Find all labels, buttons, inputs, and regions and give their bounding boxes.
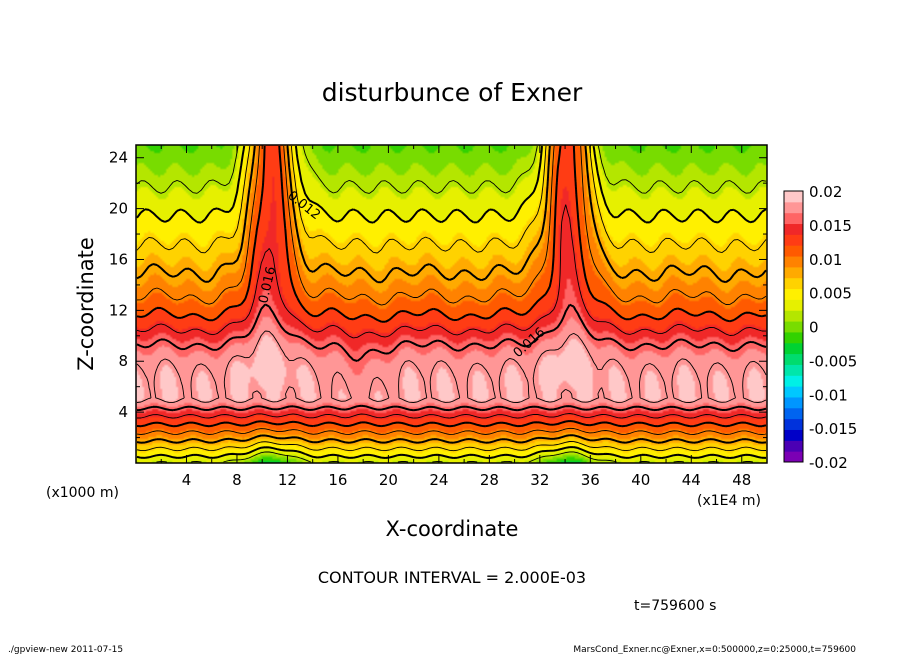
chart-title: disturbunce of Exner <box>322 78 583 107</box>
colorbar-swatch <box>784 191 803 203</box>
colorbar-swatch <box>784 201 803 214</box>
x-tick-label: 44 <box>682 471 701 489</box>
x-tick-label: 40 <box>631 471 650 489</box>
colorbar-tick-label: 0.005 <box>809 285 852 303</box>
x-tick-label: 12 <box>278 471 297 489</box>
y-axis-title: Z-coordinate <box>74 237 98 371</box>
x-tick-label: 24 <box>429 471 448 489</box>
colorbar-swatch <box>784 440 803 452</box>
colorbar-swatch <box>784 310 803 322</box>
x-tick-label: 16 <box>328 471 347 489</box>
colorbar-swatch <box>784 396 803 409</box>
y-tick-label: 16 <box>109 250 128 268</box>
x-tick-label: 32 <box>530 471 549 489</box>
colorbar-tick-label: -0.005 <box>809 352 857 370</box>
colorbar-tick-label: 0.015 <box>809 217 852 235</box>
x-tick-label: 48 <box>732 471 751 489</box>
x-axis-unit-label: (x1000 m) <box>46 485 119 501</box>
contour-line <box>136 145 767 463</box>
colorbar: 0.02 0.015 0.01 0.005 0 -0.005 -0.01 -0.015 -0.0… <box>783 183 857 472</box>
x-tick-label: 4 <box>182 471 192 489</box>
y-tick-label: 20 <box>109 200 128 218</box>
colorbar-swatch <box>784 451 803 463</box>
x-tick-label: 8 <box>232 471 242 489</box>
time-label: t=759600 s <box>634 598 716 614</box>
x-axis-offset-label: (x1E4 m) <box>697 493 761 509</box>
x-tick-label: 28 <box>480 471 499 489</box>
colorbar-swatch <box>784 288 803 300</box>
y-tick-label: 24 <box>109 149 128 167</box>
footer-right: MarsCond_Exner.nc@Exner,x=0:500000,z=0:2… <box>573 645 856 654</box>
y-tick-label: 12 <box>109 301 128 319</box>
colorbar-swatch <box>784 375 803 387</box>
colorbar-tick-label: 0.02 <box>809 183 842 201</box>
plot-area <box>136 145 767 463</box>
colorbar-frame <box>783 190 804 463</box>
colorbar-swatch <box>784 386 803 398</box>
footer-left: ./gpview-new 2011-07-15 <box>8 645 123 654</box>
colorbar-swatch <box>784 418 803 430</box>
colorbar-swatch <box>784 364 803 376</box>
contour-line <box>136 303 767 412</box>
y-axis: 4 8 12 16 20 24 <box>109 149 767 439</box>
contour-line <box>136 145 767 428</box>
contour-line <box>136 145 767 459</box>
colorbar-swatch <box>784 212 803 225</box>
contour-line <box>136 145 767 435</box>
colorbar-swatch <box>784 353 803 365</box>
colorbar-tick-label: -0.02 <box>809 454 848 472</box>
colorbar-swatch <box>784 223 803 235</box>
x-tick-label: 36 <box>581 471 600 489</box>
colorbar-swatch <box>784 256 803 268</box>
contour-lines <box>136 145 767 463</box>
colorbar-swatch <box>784 277 803 290</box>
plot-frame <box>135 144 768 464</box>
colorbar-swatch <box>784 429 803 441</box>
colorbar-tick-label: -0.015 <box>809 420 857 438</box>
colorbar-tick-label: -0.01 <box>809 386 848 404</box>
colorbar-swatch <box>784 234 803 246</box>
colorbar-swatch <box>784 266 803 279</box>
x-tick-label: 20 <box>379 471 398 489</box>
y-tick-label: 4 <box>118 403 128 421</box>
colorbar-swatch <box>784 321 803 333</box>
contour-interval-text: CONTOUR INTERVAL = 2.000E-03 <box>318 568 586 587</box>
colorbar-swatch <box>784 245 803 257</box>
contour-line <box>136 145 767 444</box>
colorbar-swatch <box>784 331 803 344</box>
colorbar-tick-label: 0 <box>809 319 819 337</box>
colorbar-swatch <box>784 342 803 355</box>
colorbar-tick-label: 0.01 <box>809 251 842 269</box>
colorbar-swatch <box>784 407 803 420</box>
contour-line <box>136 330 767 403</box>
x-axis: 4 8 12 16 20 24 28 32 36 40 44 48 <box>160 145 751 489</box>
contour-line <box>136 145 767 452</box>
x-axis-title: X-coordinate <box>386 517 519 541</box>
colorbar-swatch <box>784 299 803 311</box>
contour-line <box>136 204 767 419</box>
y-tick-label: 8 <box>118 352 128 370</box>
